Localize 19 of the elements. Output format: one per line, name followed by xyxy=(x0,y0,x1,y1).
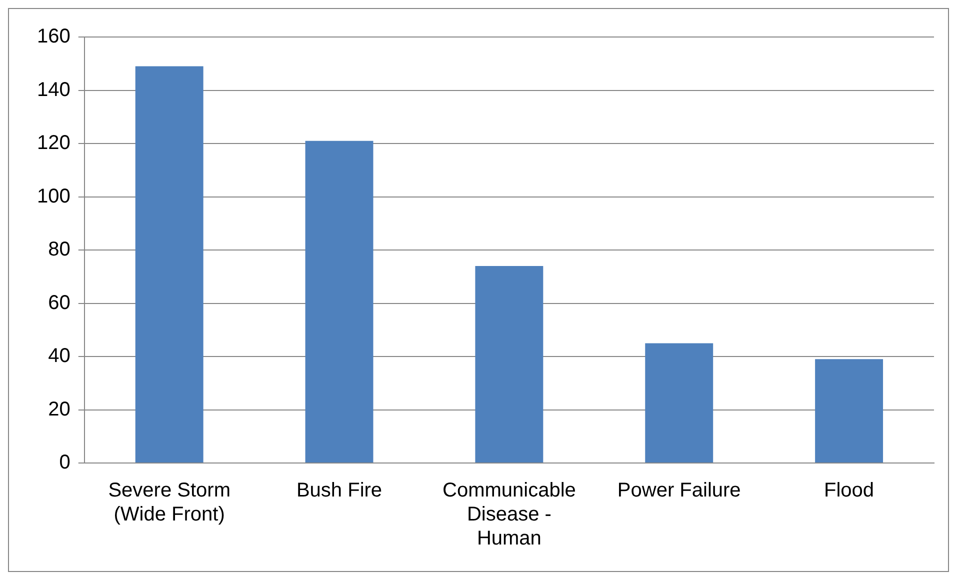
y-tick-label: 120 xyxy=(36,132,70,154)
x-tick-label: Severe Storm (Wide Front) xyxy=(108,480,230,526)
y-tick-label: 20 xyxy=(48,398,70,420)
y-tick-label: 60 xyxy=(48,292,70,314)
bar xyxy=(135,66,204,462)
bar xyxy=(305,140,374,462)
y-tick-label: 160 xyxy=(36,26,70,48)
x-tick-label: Power Failure xyxy=(617,480,741,502)
x-tick-label: Bush Fire xyxy=(296,480,382,502)
y-tick-label: 0 xyxy=(59,452,70,474)
bar xyxy=(475,266,544,462)
y-tick-label: 100 xyxy=(36,185,70,208)
x-tick-label: Flood xyxy=(824,480,874,502)
x-tick-label: Communicable Disease - Human xyxy=(442,480,576,550)
bar xyxy=(815,359,884,462)
y-tick-label: 40 xyxy=(48,345,70,368)
bar xyxy=(645,343,714,462)
y-tick-label: 140 xyxy=(36,78,70,101)
y-tick-label: 80 xyxy=(48,238,70,261)
